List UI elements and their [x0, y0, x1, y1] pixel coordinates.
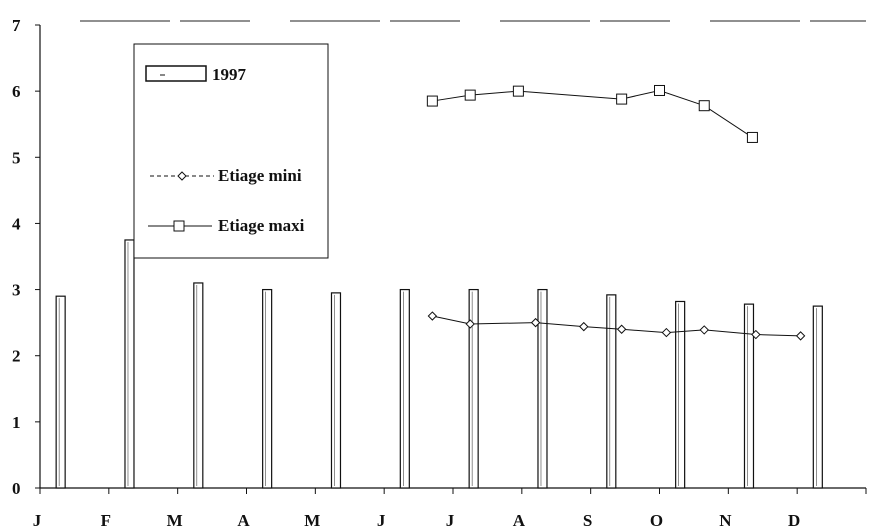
- bar-1997: [124, 239, 135, 489]
- etiage-maxi-point: [426, 95, 438, 107]
- x-tick-label: A: [237, 511, 250, 530]
- x-tick-label: S: [583, 511, 592, 530]
- etiage-maxi-point: [698, 100, 710, 112]
- bar-1997: [468, 288, 479, 489]
- y-tick-label: 2: [12, 347, 21, 366]
- etiage-maxi-point: [654, 84, 665, 96]
- etiage-mini-point: [661, 327, 672, 338]
- y-tick-label: 4: [12, 214, 21, 233]
- etiage-mini-point: [699, 325, 709, 335]
- bar-1997: [812, 305, 823, 489]
- bar-1997: [743, 303, 755, 489]
- etiage-mini-point: [751, 329, 761, 340]
- x-tick-label: J: [33, 511, 42, 530]
- x-tick-label: N: [719, 511, 732, 530]
- bar-1997: [262, 288, 273, 489]
- etiage-mini-point: [465, 319, 475, 329]
- etiage-mini-point: [795, 331, 806, 341]
- x-tick-label: J: [377, 511, 386, 530]
- x-tick-label: D: [788, 511, 800, 530]
- x-tick-label: O: [650, 511, 663, 530]
- y-tick-label: 5: [12, 148, 21, 167]
- legend-label-etiage-maxi: Etiage maxi: [218, 216, 305, 235]
- legend-label-1997: 1997: [212, 65, 247, 84]
- y-tick-label: 7: [12, 16, 21, 35]
- legend: 1997 Etiage mini Etiage maxi: [133, 43, 329, 259]
- x-tick-label: J: [446, 511, 455, 530]
- etiage-mini-point: [616, 324, 627, 334]
- etiage-mini-point: [579, 321, 589, 332]
- x-tick-label: M: [304, 511, 320, 530]
- x-tick-label: M: [167, 511, 183, 530]
- etiage-mini-point: [427, 311, 438, 321]
- y-tick-label: 6: [12, 82, 21, 101]
- etiage-maxi-point: [512, 85, 524, 97]
- etiage-maxi-point: [616, 93, 628, 105]
- x-tick-label: A: [513, 511, 526, 530]
- x-tick-label: F: [101, 511, 111, 530]
- bar-1997: [537, 288, 548, 489]
- etiage-maxi-line: [432, 89, 753, 138]
- bar-1997: [330, 292, 342, 489]
- legend-marker-diamond: [177, 171, 187, 181]
- line-series: [426, 84, 806, 341]
- legend-marker-square: [173, 220, 185, 232]
- axes: 0 1 2 3 4 5 6 7 J F M A M J J A S O N D: [12, 16, 867, 530]
- bar-1997: [193, 282, 204, 489]
- bar-1997: [606, 294, 617, 489]
- bar-1997: [55, 295, 66, 489]
- bar-1997: [675, 300, 686, 489]
- etiage-mini-point: [530, 317, 541, 328]
- etiage-maxi-point: [746, 131, 758, 143]
- y-tick-label: 3: [12, 281, 21, 300]
- bar-series-1997: [55, 239, 823, 489]
- etiage-maxi-point: [464, 89, 476, 101]
- y-tick-label: 0: [12, 479, 21, 498]
- y-tick-label: 1: [12, 413, 21, 432]
- legend-swatch-1997: [145, 65, 207, 82]
- bar-1997: [399, 288, 410, 489]
- legend-label-etiage-mini: Etiage mini: [218, 166, 302, 185]
